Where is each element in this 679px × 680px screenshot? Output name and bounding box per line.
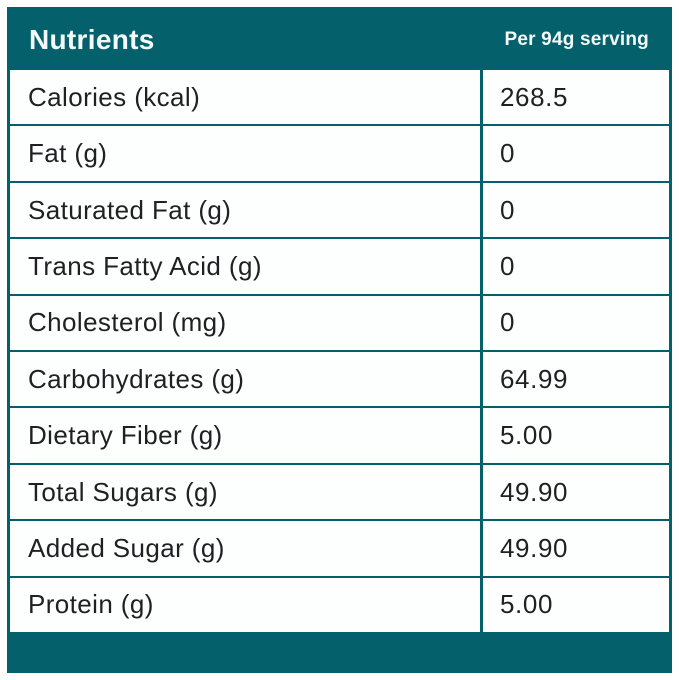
nutrient-value: 64.99 xyxy=(500,363,569,394)
serving-size-header: Per 94g serving xyxy=(504,29,649,50)
table-title: Nutrients xyxy=(29,24,155,55)
nutrient-label: Total Sugars (g) xyxy=(10,464,483,520)
table-row: Saturated Fat (g) 0 xyxy=(10,180,669,238)
nutrient-label: Trans Fatty Acid (g) xyxy=(10,239,483,294)
table-row: Dietary Fiber (g) 5.00 xyxy=(10,406,669,463)
nutrient-value: 268.5 xyxy=(500,81,569,112)
nutrient-label: Protein (g) xyxy=(10,577,483,633)
table-header: Nutrients Per 94g serving xyxy=(10,10,669,70)
footer-band xyxy=(10,632,669,670)
nutrient-label: Calories (kcal) xyxy=(10,70,483,125)
nutrient-label: Dietary Fiber (g) xyxy=(10,408,483,463)
table-row: Cholesterol (mg) 0 xyxy=(10,293,669,351)
nutrient-label: Saturated Fat (g) xyxy=(10,182,483,238)
table-row: Carbohydrates (g) 64.99 xyxy=(10,350,669,407)
nutrient-value: 5.00 xyxy=(500,589,554,620)
nutrient-value: 0 xyxy=(500,250,516,281)
nutrient-label: Carbohydrates (g) xyxy=(10,352,483,407)
nutrient-value: 49.90 xyxy=(500,476,569,507)
nutrient-value: 0 xyxy=(500,194,516,225)
table-row: Fat (g) 0 xyxy=(10,124,669,181)
table-row: Total Sugars (g) 49.90 xyxy=(10,462,669,520)
table-row: Trans Fatty Acid (g) 0 xyxy=(10,237,669,294)
nutrient-label: Cholesterol (mg) xyxy=(10,295,483,351)
nutrient-value: 5.00 xyxy=(500,420,554,451)
nutrient-label: Fat (g) xyxy=(10,126,483,181)
table-row: Added Sugar (g) 49.90 xyxy=(10,519,669,576)
table-body: Calories (kcal) 268.5 Fat (g) 0 Saturate… xyxy=(10,70,669,633)
nutrient-value: 0 xyxy=(500,138,516,169)
table-row: Calories (kcal) 268.5 xyxy=(10,70,669,125)
nutrition-table: Nutrients Per 94g serving Calories (kcal… xyxy=(7,7,672,673)
nutrient-value: 0 xyxy=(500,307,516,338)
nutrient-label: Added Sugar (g) xyxy=(10,521,483,576)
nutrient-value: 49.90 xyxy=(500,532,569,563)
table-row: Protein (g) 5.00 xyxy=(10,575,669,633)
